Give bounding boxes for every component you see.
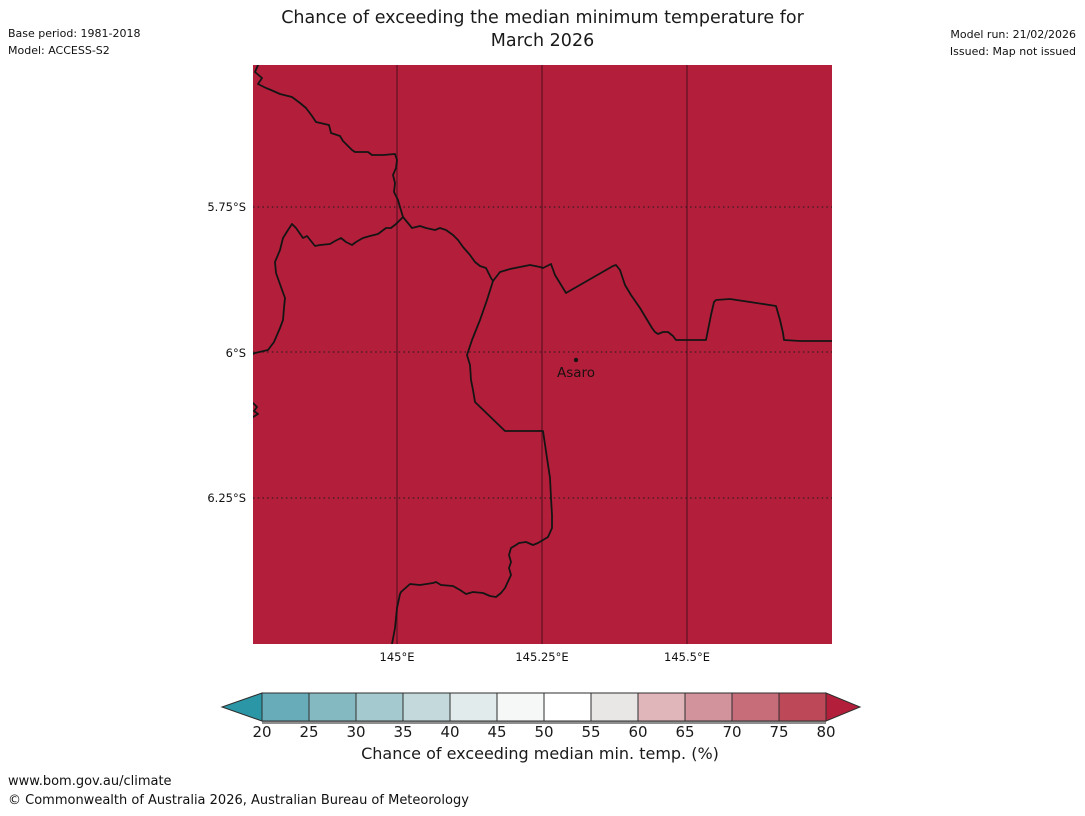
lat-tick-5.75S: 5.75°S xyxy=(207,200,246,214)
colorbar-cell-75-80 xyxy=(778,692,827,722)
lon-tick-145.25E: 145.25°E xyxy=(515,650,569,664)
lat-tick-6S: 6°S xyxy=(225,346,246,360)
title-line-2: March 2026 xyxy=(490,31,595,51)
colorbar-ticks: 20 25 30 35 40 45 50 55 60 65 70 75 80 xyxy=(210,723,870,741)
colorbar-tick-30: 30 xyxy=(346,723,366,741)
colorbar-cell-60-65 xyxy=(637,692,686,722)
colorbar: 20 25 30 35 40 45 50 55 60 65 70 75 80 Chance of exc… xyxy=(210,691,870,771)
colorbar-cell-25-30 xyxy=(308,692,357,722)
meridian-gridlines xyxy=(396,65,688,644)
boundary-left-edge-fragment xyxy=(253,402,259,418)
colorbar-tick-80: 80 xyxy=(816,723,836,741)
model-text: Model: ACCESS-S2 xyxy=(8,44,110,57)
district-boundaries xyxy=(253,65,832,644)
colorbar-tick-50: 50 xyxy=(534,723,554,741)
map-panel: Asaro xyxy=(253,65,832,644)
footer-copyright: © Commonwealth of Australia 2026, Austra… xyxy=(8,793,469,808)
map-canvas xyxy=(253,65,832,644)
colorbar-cell-70-75 xyxy=(731,692,780,722)
colorbar-svg xyxy=(220,692,862,724)
colorbar-cell-30-35 xyxy=(355,692,404,722)
model-info: Base period: 1981-2018 Model: ACCESS-S2 xyxy=(8,25,140,59)
lon-tick-145E: 145°E xyxy=(379,650,415,664)
boundary-southern-loop xyxy=(391,280,553,644)
colorbar-tick-40: 40 xyxy=(440,723,460,741)
colorbar-tick-70: 70 xyxy=(722,723,742,741)
colorbar-shadow xyxy=(262,721,826,724)
colorbar-tick-55: 55 xyxy=(581,723,601,741)
colorbar-tick-60: 60 xyxy=(628,723,648,741)
colorbar-over-arrow xyxy=(825,692,862,722)
lat-tick-6.25S: 6.25°S xyxy=(207,491,246,505)
colorbar-tick-35: 35 xyxy=(393,723,413,741)
issued-text: Issued: Map not issued xyxy=(949,45,1076,58)
colorbar-tick-65: 65 xyxy=(675,723,695,741)
boundary-central-ridge xyxy=(253,216,832,355)
model-run-text: Model run: 21/02/2026 xyxy=(950,28,1076,41)
colorbar-cell-50-55 xyxy=(543,692,592,722)
colorbar-tick-75: 75 xyxy=(769,723,789,741)
colorbar-cell-55-60 xyxy=(590,692,639,722)
lon-tick-145.5E: 145.5°E xyxy=(664,650,710,664)
title-line-1: Chance of exceeding the median minimum t… xyxy=(281,8,804,28)
colorbar-caption: Chance of exceeding median min. temp. (%… xyxy=(361,744,719,763)
colorbar-tick-20: 20 xyxy=(252,723,272,741)
colorbar-under-arrow xyxy=(220,692,263,722)
page-title: Chance of exceeding the median minimum t… xyxy=(0,7,1085,53)
colorbar-cell-40-45 xyxy=(449,692,498,722)
colorbar-cell-45-50 xyxy=(496,692,545,722)
colorbar-cell-20-25 xyxy=(261,692,310,722)
footer-url: www.bom.gov.au/climate xyxy=(8,774,172,789)
colorbar-tick-45: 45 xyxy=(487,723,507,741)
base-period-text: Base period: 1981-2018 xyxy=(8,27,141,40)
place-label: Asaro xyxy=(556,365,596,381)
boundary-northwest xyxy=(254,65,404,218)
colorbar-tick-25: 25 xyxy=(299,723,319,741)
colorbar-cell-35-40 xyxy=(402,692,451,722)
place-marker-dot xyxy=(573,357,579,363)
run-info: Model run: 21/02/2026 Issued: Map not is… xyxy=(950,26,1076,60)
colorbar-cell-65-70 xyxy=(684,692,733,722)
